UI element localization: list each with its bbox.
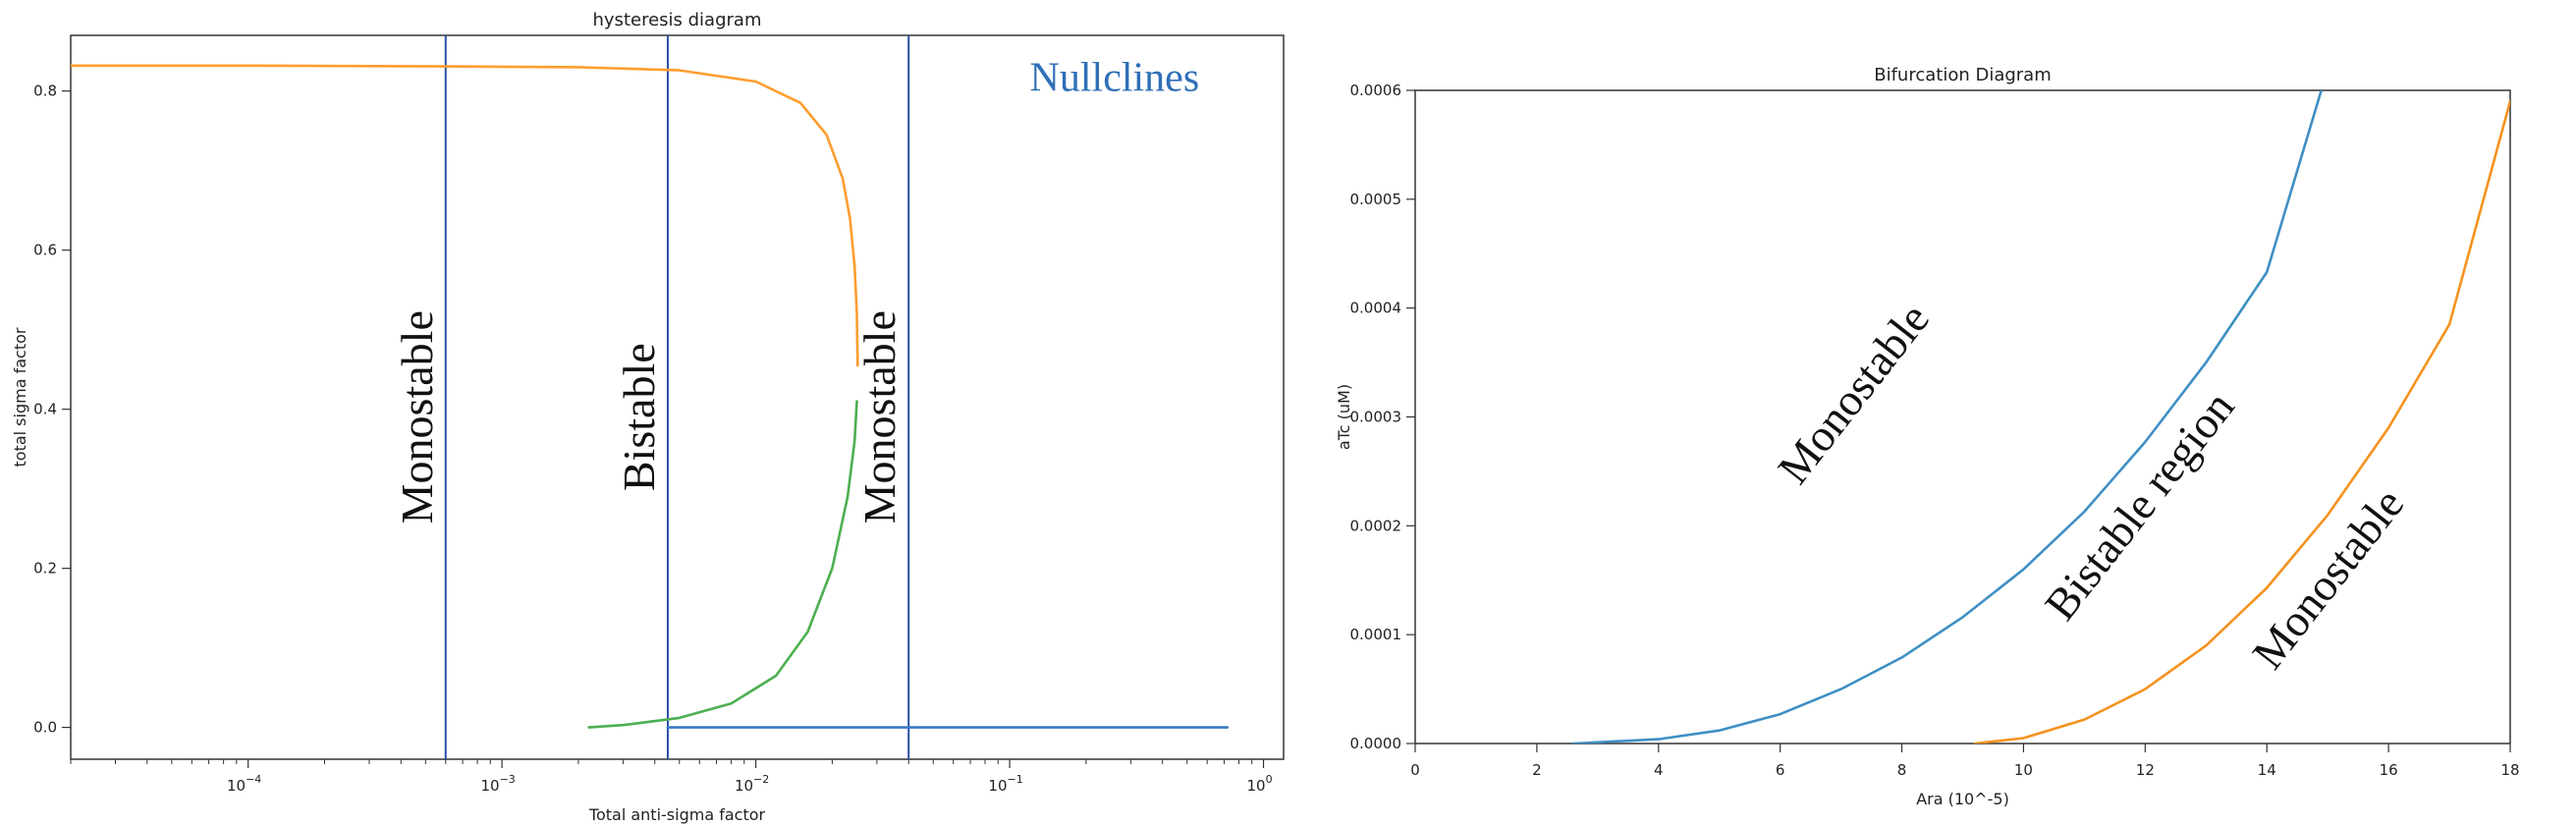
plot-frame: [70, 34, 1285, 760]
x-tick-label: 12: [2136, 761, 2155, 779]
y-tick-label: 0.6: [33, 242, 57, 259]
x-tick-label: 10−2: [735, 773, 769, 795]
x-tick-label: 10−3: [480, 773, 515, 795]
series-line-1: [1571, 90, 2324, 744]
x-tick-exponent: −4: [246, 773, 261, 786]
x-tick-label: 10: [2014, 761, 2033, 779]
x-tick-exponent: −2: [753, 773, 769, 786]
x-tick-base: 10: [1246, 777, 1265, 795]
x-tick-exponent: −1: [1008, 773, 1023, 786]
x-tick-label: 2: [1532, 761, 1542, 779]
region-label: Monostable: [854, 310, 904, 524]
x-tick-label: 16: [2380, 761, 2398, 779]
x-tick-label: 100: [1246, 773, 1272, 795]
x-tick-label: 10−4: [227, 773, 261, 795]
x-tick-base: 10: [480, 777, 499, 795]
plot-area: [1571, 90, 2510, 744]
y-tick-label: 0.0: [33, 719, 57, 737]
x-tick-label: 18: [2500, 761, 2519, 779]
y-tick-label: 0.0003: [1350, 409, 1402, 426]
region-label: Bistable region: [2035, 382, 2243, 630]
x-tick-base: 10: [227, 777, 246, 795]
x-tick-label: 14: [2258, 761, 2276, 779]
plot-title: hysteresis diagram: [593, 10, 762, 30]
bifurcation-chart: Bifurcation Diagram Ara (10^-5) aTc (uM) 0 2…: [1335, 65, 2520, 808]
series-line-2: [1973, 99, 2510, 744]
y-tick-label: 0.0001: [1350, 626, 1402, 643]
y-tick-label: 0.8: [33, 83, 57, 100]
y-tick-label: 0.0004: [1350, 300, 1402, 317]
x-axis-title: Total anti-sigma factor: [588, 805, 766, 824]
x-tick-exponent: −3: [500, 773, 516, 786]
x-tick-label: 0: [1410, 761, 1420, 779]
y-axis-title: total sigma factor: [11, 327, 29, 467]
y-tick-label: 0.0006: [1350, 82, 1402, 99]
plot-frame: [1414, 89, 2511, 744]
x-axis-title: Ara (10^-5): [1916, 790, 2009, 808]
region-label: Monostable: [392, 310, 442, 524]
x-tick-base: 10: [988, 777, 1007, 795]
region-label: Monostable: [1768, 294, 1939, 493]
y-axis-title: aTc (uM): [1335, 384, 1353, 450]
plot-title: Bifurcation Diagram: [1874, 65, 2052, 85]
region-label: Nullclines: [1030, 56, 1200, 101]
y-tick-label: 0.0000: [1350, 735, 1402, 752]
y-tick-label: 0.2: [33, 560, 57, 578]
y-tick-label: 0.0002: [1350, 517, 1402, 534]
region-label: Monostable: [2242, 479, 2413, 679]
x-tick-label: 10−1: [988, 773, 1022, 795]
region-label: Bistable: [614, 343, 664, 491]
x-tick-base: 10: [735, 777, 753, 795]
x-tick-exponent: 0: [1266, 773, 1273, 786]
x-tick-label: 4: [1654, 761, 1664, 779]
y-tick-label: 0.0005: [1350, 191, 1402, 208]
series-line-1: [71, 64, 859, 367]
plot-area: [71, 35, 1229, 759]
y-tick-label: 0.4: [33, 401, 57, 418]
x-tick-label: 8: [1897, 761, 1907, 779]
series-line-2: [587, 400, 858, 729]
hysteresis-chart: hysteresis diagram Total anti-sigma facto…: [11, 10, 1285, 824]
x-tick-label: 6: [1776, 761, 1785, 779]
